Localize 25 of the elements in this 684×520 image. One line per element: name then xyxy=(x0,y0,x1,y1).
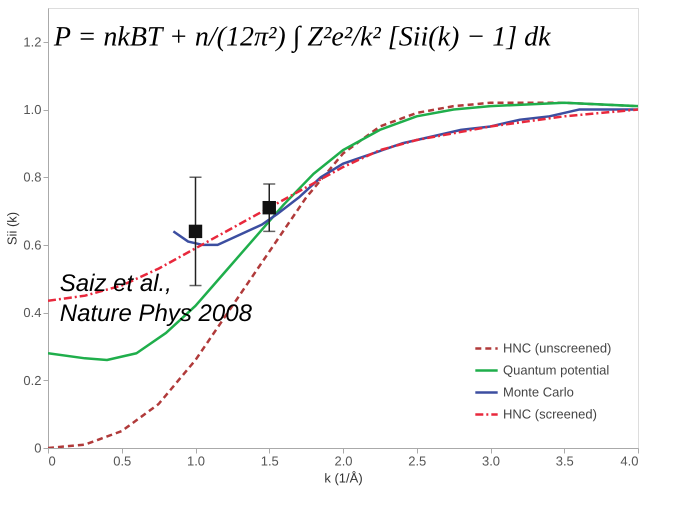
annotation: P = nkBT + n/(12π²) ∫ Z²e²/k² [Sii(k) − 1] dk xyxy=(52,21,552,54)
x-tick-label: 2.0 xyxy=(334,454,353,468)
legend-label: Monte Carlo xyxy=(503,384,574,400)
y-tick-label: 0.8 xyxy=(23,170,42,185)
x-axis-title: k (1/Å) xyxy=(324,470,363,486)
y-tick-label: 0.6 xyxy=(23,237,42,252)
line-series xyxy=(48,102,638,362)
line-series xyxy=(48,108,638,302)
y-tick-label: 1.0 xyxy=(23,102,42,118)
x-tick-label: 3.5 xyxy=(556,454,574,468)
y-axis-title: Sii (k) xyxy=(4,212,20,246)
y-tick-label: 1.2 xyxy=(23,34,42,50)
x-tick-label: 4.0 xyxy=(620,454,638,468)
legend-label: HNC (screened) xyxy=(503,406,597,422)
x-tick-label: 0.5 xyxy=(113,454,132,468)
y-tick-label: 0.4 xyxy=(23,305,42,320)
y-tick-label: 0.2 xyxy=(23,372,42,388)
legend-label: HNC (unscreened) xyxy=(503,340,612,356)
legend-label: Quantum potential xyxy=(503,362,610,378)
x-tick-label: 2.5 xyxy=(408,454,426,468)
x-tick-label: 1.0 xyxy=(186,454,206,468)
y-tick-label: 0 xyxy=(34,440,42,456)
x-tick-label: 0 xyxy=(48,454,56,468)
x-tick-label: 1.5 xyxy=(260,454,279,468)
x-tick-label: 3.0 xyxy=(482,454,500,468)
